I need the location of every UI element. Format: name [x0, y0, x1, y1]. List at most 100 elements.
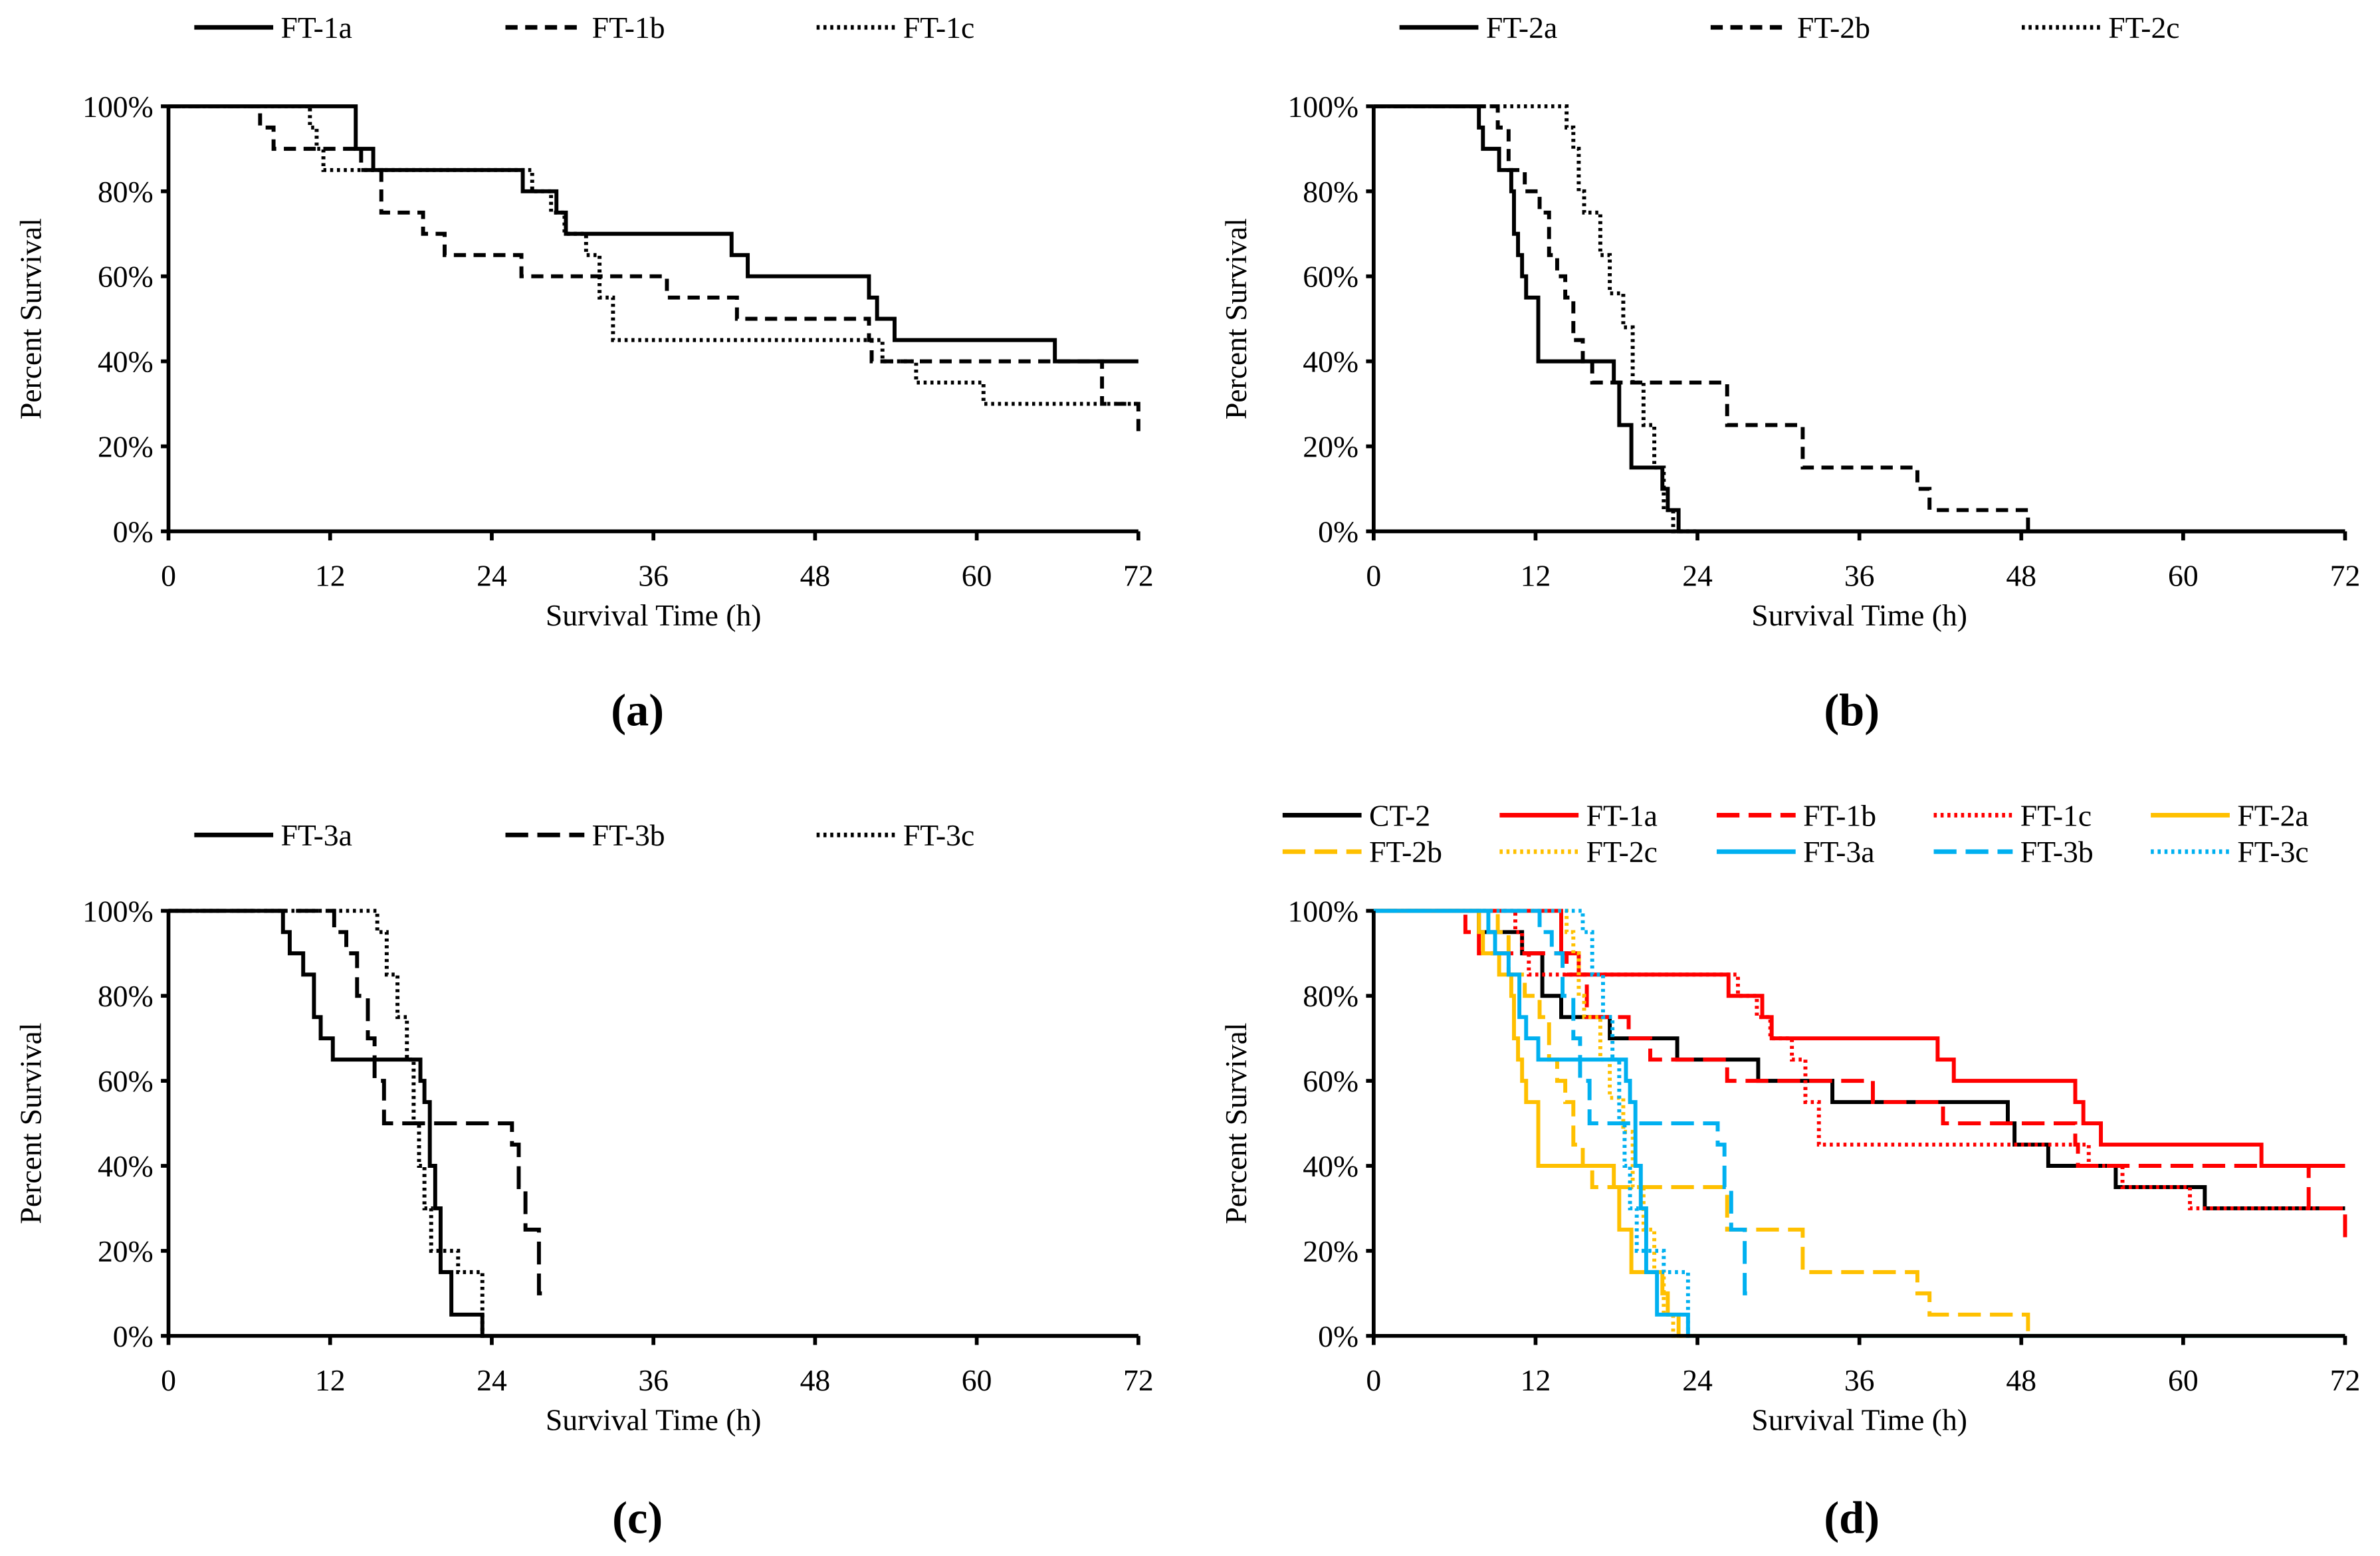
- panel-label: (a): [611, 685, 664, 736]
- x-tick-label: 0: [161, 1363, 176, 1397]
- y-tick-label: 20%: [98, 429, 154, 463]
- y-tick-label: 60%: [98, 1064, 154, 1098]
- x-tick-label: 60: [2168, 559, 2199, 593]
- x-axis-title: Survival Time (h): [1751, 598, 1967, 632]
- y-axis-title: Percent Survival: [14, 1023, 48, 1224]
- series-line-ft-1b: [168, 104, 1140, 438]
- series-line-ft-1a: [168, 104, 1138, 364]
- x-tick-label: 72: [2330, 1363, 2361, 1397]
- series-line-ft-1b: [1373, 909, 2347, 1243]
- y-tick-label: 0%: [113, 1319, 154, 1353]
- x-tick-label: 0: [1366, 1363, 1381, 1397]
- x-tick-label: 48: [2006, 1363, 2036, 1397]
- series-line-ft-3b: [1373, 909, 1752, 1295]
- legend-label: FT-1a: [281, 11, 352, 45]
- x-tick-label: 72: [2330, 559, 2361, 593]
- x-tick-label: 48: [2006, 559, 2036, 593]
- x-tick-label: 72: [1123, 559, 1154, 593]
- series-line-ft-3a: [1373, 909, 2345, 1338]
- legend-label: FT-1c: [903, 11, 974, 45]
- y-tick-label: 40%: [1303, 345, 1358, 379]
- x-axis-title: Survival Time (h): [546, 1402, 762, 1436]
- x-tick-label: 24: [477, 1363, 507, 1397]
- x-tick-label: 72: [1123, 1363, 1154, 1397]
- x-tick-label: 12: [315, 559, 346, 593]
- y-tick-label: 80%: [98, 175, 154, 209]
- x-tick-label: 12: [1521, 559, 1551, 593]
- x-tick-label: 24: [1682, 559, 1713, 593]
- y-axis-title: Percent Survival: [1219, 1023, 1253, 1224]
- y-tick-label: 60%: [1303, 260, 1358, 294]
- y-tick-label: 0%: [1318, 1319, 1358, 1353]
- y-tick-label: 40%: [98, 345, 154, 379]
- chart-panel-c: FT-3a FT-3b FT-3c 0% 20% 40% 60% 80% 100% 0 12 24 36…: [14, 818, 1154, 1543]
- x-tick-label: 24: [477, 559, 507, 593]
- panel-label: (c): [612, 1493, 663, 1543]
- legend-label: FT-3c: [903, 818, 974, 852]
- series-line-ft-3a: [168, 909, 1138, 1338]
- series-line-ft-1c: [168, 104, 1138, 406]
- legend-label: FT-3a: [281, 818, 352, 852]
- y-tick-label: 20%: [98, 1234, 154, 1268]
- legend-label: FT-1b: [1803, 798, 1876, 832]
- legend-label: FT-3b: [2020, 835, 2094, 869]
- legend-label: CT-2: [1369, 798, 1430, 832]
- x-tick-label: 36: [1844, 1363, 1875, 1397]
- x-tick-label: 60: [962, 1363, 992, 1397]
- series-line-ft-3c: [168, 909, 485, 1338]
- legend-label: FT-2a: [2237, 798, 2308, 832]
- panel-label: (b): [1824, 685, 1880, 736]
- legend-label: FT-1b: [592, 11, 665, 45]
- y-tick-label: 20%: [1303, 1234, 1358, 1268]
- y-tick-label: 80%: [1303, 175, 1358, 209]
- y-tick-label: 80%: [98, 979, 154, 1013]
- y-tick-label: 100%: [82, 90, 154, 124]
- series-line-ft-2c: [1373, 104, 1698, 534]
- series-line-ft-3c: [1373, 909, 1691, 1338]
- x-tick-label: 36: [638, 1363, 669, 1397]
- y-axis-title: Percent Survival: [14, 218, 48, 419]
- x-tick-label: 60: [962, 559, 992, 593]
- y-tick-label: 40%: [98, 1149, 154, 1183]
- y-tick-label: 60%: [98, 260, 154, 294]
- x-tick-label: 48: [800, 1363, 831, 1397]
- series-line-ft-2a: [1373, 909, 2345, 1338]
- x-tick-label: 36: [1844, 559, 1875, 593]
- x-axis-title: Survival Time (h): [546, 598, 762, 632]
- y-axis-title: Percent Survival: [1219, 218, 1253, 419]
- y-tick-label: 80%: [1303, 979, 1358, 1013]
- x-tick-label: 24: [1682, 1363, 1713, 1397]
- series-line-ft-2b: [1373, 909, 2030, 1336]
- x-tick-label: 48: [800, 559, 831, 593]
- series-line-ft-2b: [1373, 104, 2030, 532]
- legend-label: FT-2c: [2108, 11, 2179, 45]
- series-line-ft-1a: [1373, 909, 2345, 1168]
- y-tick-label: 60%: [1303, 1064, 1358, 1098]
- series-line-ft-1c: [1373, 909, 2345, 1210]
- series-line-ft-2a: [1373, 104, 2345, 534]
- legend-label: FT-1c: [2020, 798, 2092, 832]
- legend-label: FT-3b: [592, 818, 665, 852]
- panel-label: (d): [1824, 1493, 1880, 1543]
- y-tick-label: 20%: [1303, 429, 1358, 463]
- y-tick-label: 100%: [82, 894, 154, 928]
- x-tick-label: 0: [161, 559, 176, 593]
- legend-label: FT-3c: [2237, 835, 2308, 869]
- legend-label: FT-2b: [1369, 835, 1442, 869]
- x-tick-label: 12: [1521, 1363, 1551, 1397]
- series-line-ft-3b: [168, 909, 546, 1295]
- legend-label: FT-1a: [1586, 798, 1658, 832]
- x-tick-label: 0: [1366, 559, 1381, 593]
- legend-label: FT-2a: [1486, 11, 1557, 45]
- x-axis-title: Survival Time (h): [1751, 1402, 1967, 1436]
- y-tick-label: 0%: [1318, 514, 1358, 548]
- y-tick-label: 100%: [1287, 894, 1358, 928]
- x-tick-label: 36: [638, 559, 669, 593]
- y-tick-label: 0%: [113, 514, 154, 548]
- y-tick-label: 40%: [1303, 1149, 1358, 1183]
- legend-label: FT-2b: [1797, 11, 1870, 45]
- chart-panel-b: FT-2a FT-2b FT-2c 0% 20% 40% 60% 80% 100% 0 12 24 36…: [1219, 11, 2360, 736]
- x-tick-label: 12: [315, 1363, 346, 1397]
- chart-panel-d: CT-2 FT-1a FT-1b FT-1c FT-2a FT-2b FT-2c FT-3a F…: [1219, 798, 2360, 1543]
